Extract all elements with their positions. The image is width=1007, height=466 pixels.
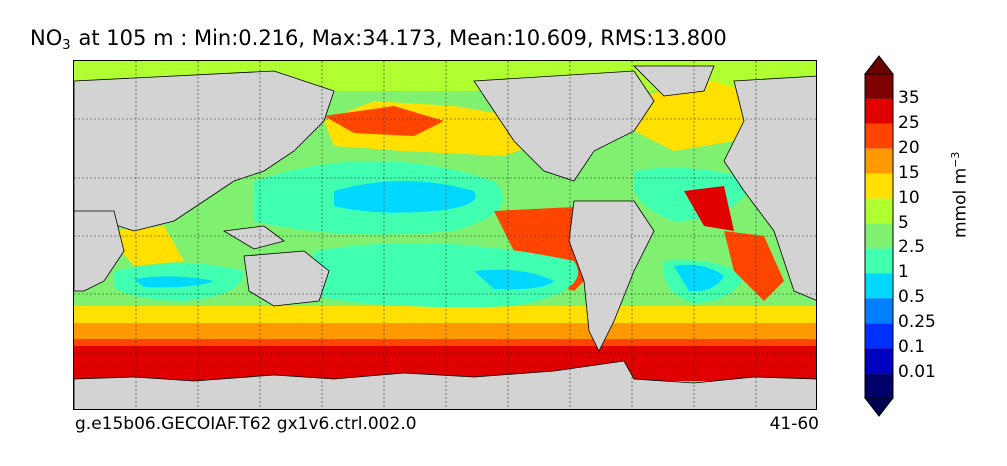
title-stats: at 105 m : Min:0.216, Max:34.173, Mean:1… — [78, 26, 727, 50]
map-panel — [73, 60, 817, 410]
colorbar-bottom-arrow — [864, 397, 894, 417]
colorbar-tick-label: 0.25 — [898, 312, 936, 333]
n-atlantic-subpolar — [614, 81, 774, 151]
colorbar-segment — [865, 173, 893, 199]
colorbar-segment — [865, 348, 893, 374]
colorbar-segment — [865, 123, 893, 149]
colorbar-tick-label: 0.01 — [898, 362, 936, 383]
s-pacific-gyre-05 — [474, 269, 554, 290]
colorbar-tick-label: 20 — [898, 137, 920, 158]
colorbar-segment — [865, 198, 893, 224]
colorbar-segment — [865, 273, 893, 299]
indonesia-land — [222, 225, 285, 250]
australia-land — [243, 250, 330, 307]
colorbar-tick-label: 5 — [898, 212, 909, 233]
colorbar-segment — [865, 148, 893, 174]
indian-gyre-05 — [134, 276, 214, 288]
colorbar — [864, 55, 894, 417]
map-svg — [74, 61, 816, 409]
colorbar-tick-label: 35 — [898, 87, 920, 108]
title-var-sub: 3 — [62, 38, 71, 53]
colorbar-tick-label: 0.5 — [898, 287, 926, 308]
band-20 — [74, 339, 816, 349]
south-america-land — [568, 200, 655, 352]
unit-main: mmol m — [950, 167, 971, 238]
colorbar-unit-label: mmol m−3 — [949, 152, 971, 238]
colorbar-segment — [865, 323, 893, 349]
colorbar-tick-label: 0.1 — [898, 337, 926, 358]
land-masses — [74, 65, 816, 352]
case-name: g.e15b06.GECOIAF.T62 gx1v6.ctrl.002.0 — [75, 414, 417, 434]
unit-sup: −3 — [949, 151, 962, 168]
colorbar-segment — [865, 373, 893, 398]
north-america-land — [473, 70, 655, 182]
title-var: NO — [30, 26, 63, 50]
colorbar-tick-label: 1 — [898, 262, 909, 283]
colorbar-top-arrow — [864, 55, 894, 75]
s-atlantic-gyre-05 — [674, 264, 724, 292]
s-pacific-gyre-1 — [314, 243, 578, 308]
nw-africa-upwelling — [684, 186, 734, 231]
band-15 — [74, 323, 816, 341]
africa-land — [74, 210, 125, 292]
colorbar-segment — [865, 74, 893, 99]
year-range: 41-60 — [769, 414, 819, 434]
plot-title: NO3 at 105 m : Min:0.216, Max:34.173, Mea… — [30, 26, 727, 53]
sw-africa-upwelling — [724, 231, 784, 301]
colorbar-segment — [865, 98, 893, 124]
colorbar-tick-label: 2.5 — [898, 237, 926, 258]
n-pacific-gyre-05 — [334, 181, 476, 213]
graticule — [74, 61, 816, 409]
antarctica-land — [74, 360, 816, 409]
band-10 — [74, 306, 816, 326]
colorbar-tick-label: 25 — [898, 112, 920, 133]
eurafrica-right-land — [723, 75, 816, 301]
colorbar-segment — [865, 298, 893, 324]
colorbar-segment — [865, 223, 893, 249]
colorbar-tick-label: 10 — [898, 187, 920, 208]
colorbar-segment — [865, 248, 893, 274]
colorbar-tick-label: 15 — [898, 162, 920, 183]
